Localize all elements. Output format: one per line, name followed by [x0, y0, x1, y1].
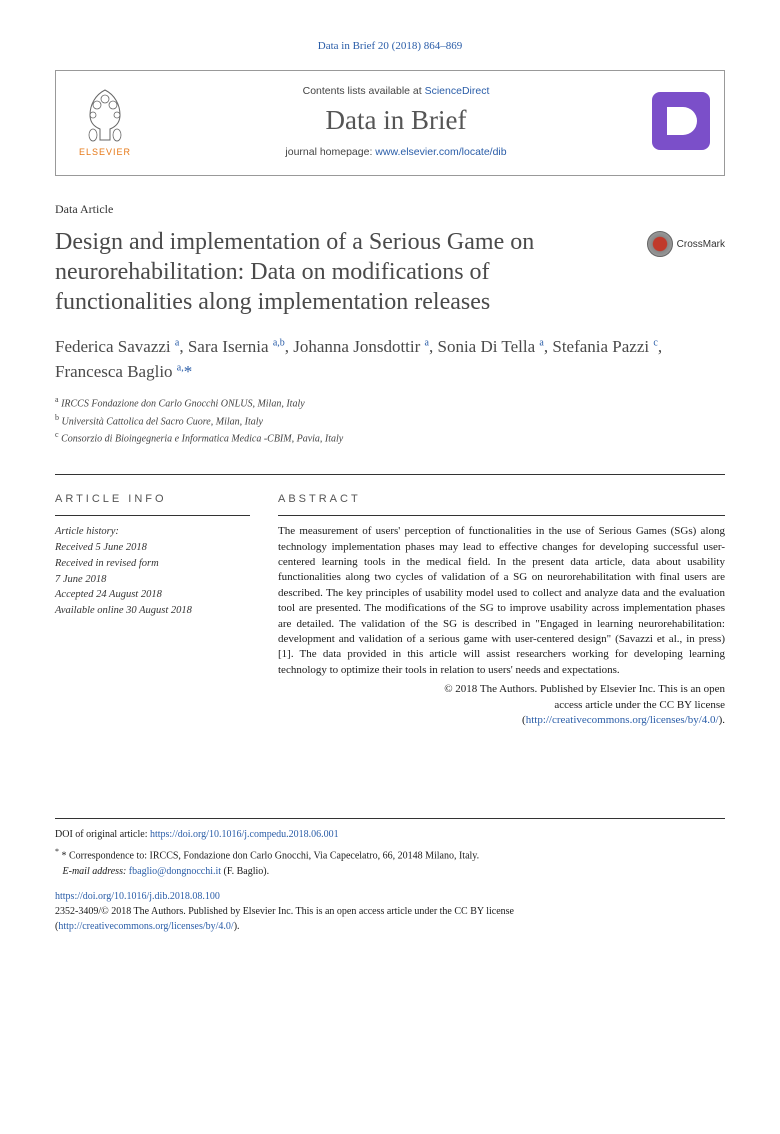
copyright-block: © 2018 The Authors. Published by Elsevie… [278, 682, 725, 728]
journal-header: ELSEVIER Contents lists available at Sci… [55, 70, 725, 176]
homepage-link[interactable]: www.elsevier.com/locate/dib [375, 146, 506, 158]
elsevier-logo[interactable]: ELSEVIER [70, 81, 140, 161]
affiliation-line: a IRCCS Fondazione don Carlo Gnocchi ONL… [55, 394, 725, 411]
original-doi: DOI of original article: https://doi.org… [55, 827, 725, 842]
contents-prefix: Contents lists available at [303, 85, 425, 97]
journal-title: Data in Brief [154, 105, 638, 136]
affiliations: a IRCCS Fondazione don Carlo Gnocchi ONL… [55, 394, 725, 446]
history-line: Available online 30 August 2018 [55, 603, 250, 619]
page-footer: DOI of original article: https://doi.org… [55, 818, 725, 933]
footer-license-link[interactable]: http://creativecommons.org/licenses/by/4… [58, 921, 233, 932]
article-history: Article history: Received 5 June 2018Rec… [55, 515, 250, 619]
homepage-prefix: journal homepage: [285, 146, 375, 158]
article-info-heading: ARTICLE INFO [55, 493, 250, 505]
affiliation-line: c Consorzio di Bioingegneria e Informati… [55, 429, 725, 446]
doi-prefix: DOI of original article: [55, 829, 150, 840]
article-doi-link[interactable]: https://doi.org/10.1016/j.dib.2018.08.10… [55, 891, 220, 902]
article-type: Data Article [55, 202, 725, 217]
copyright-line1: © 2018 The Authors. Published by Elsevie… [444, 683, 725, 695]
email-link[interactable]: fbaglio@dongnocchi.it [129, 866, 221, 877]
crossmark-icon [647, 231, 673, 257]
history-label: Article history: [55, 524, 250, 540]
correspondence: * * Correspondence to: IRCCS, Fondazione… [55, 846, 725, 863]
history-line: Received in revised form [55, 556, 250, 572]
issn-line: 2352-3409/© 2018 The Authors. Published … [55, 906, 514, 917]
elsevier-label: ELSEVIER [79, 147, 131, 157]
history-line: Received 5 June 2018 [55, 540, 250, 556]
abstract-heading: ABSTRACT [278, 493, 725, 505]
contents-available: Contents lists available at ScienceDirec… [154, 85, 638, 97]
email-line: E-mail address: fbaglio@dongnocchi.it (F… [55, 864, 725, 879]
journal-homepage: journal homepage: www.elsevier.com/locat… [154, 146, 638, 158]
authors-list: Federica Savazzi a, Sara Isernia a,b, Jo… [55, 335, 725, 384]
dib-logo-icon [652, 92, 710, 150]
email-suffix: (F. Baglio). [221, 866, 269, 877]
crossmark-label: CrossMark [677, 239, 725, 250]
correspondence-text: * Correspondence to: IRCCS, Fondazione d… [62, 851, 480, 862]
affiliation-line: b Università Cattolica del Sacro Cuore, … [55, 412, 725, 429]
journal-reference: Data in Brief 20 (2018) 864–869 [55, 40, 725, 52]
elsevier-tree-icon [75, 85, 135, 145]
original-doi-link[interactable]: https://doi.org/10.1016/j.compedu.2018.0… [150, 829, 339, 840]
crossmark-badge[interactable]: CrossMark [647, 231, 725, 257]
article-title: Design and implementation of a Serious G… [55, 227, 633, 317]
sciencedirect-link[interactable]: ScienceDirect [425, 85, 490, 97]
cc-license-link[interactable]: http://creativecommons.org/licenses/by/4… [526, 714, 719, 726]
history-line: Accepted 24 August 2018 [55, 587, 250, 603]
copyright-line2: access article under the CC BY license [554, 699, 725, 711]
abstract-text: The measurement of users' perception of … [278, 515, 725, 678]
email-prefix: E-mail address: [63, 866, 129, 877]
history-line: 7 June 2018 [55, 572, 250, 588]
